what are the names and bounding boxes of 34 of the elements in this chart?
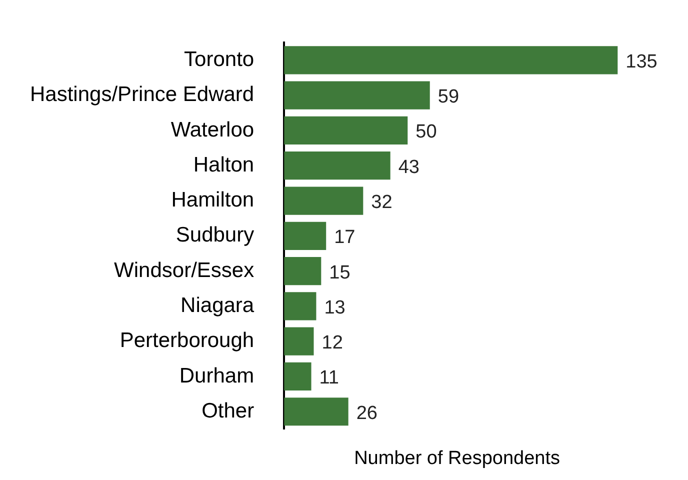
y-tick-label: Niagara bbox=[180, 294, 254, 317]
data-label: 15 bbox=[329, 262, 350, 284]
bar bbox=[284, 292, 316, 320]
y-tick-label: Hastings/Prince Edward bbox=[30, 83, 254, 106]
data-label: 11 bbox=[319, 368, 340, 389]
data-label: 26 bbox=[356, 402, 378, 424]
data-label: 135 bbox=[626, 51, 658, 72]
bar bbox=[284, 327, 314, 356]
data-label: 13 bbox=[324, 297, 346, 318]
y-tick-label: Hamilton bbox=[171, 188, 254, 212]
bar bbox=[284, 46, 618, 74]
bar bbox=[284, 152, 390, 180]
data-label: 43 bbox=[398, 156, 420, 178]
bar bbox=[284, 186, 364, 215]
bar bbox=[284, 116, 408, 145]
y-tick-label: Halton bbox=[193, 153, 254, 176]
y-tick-label: Waterloo bbox=[170, 118, 254, 142]
y-tick-label: Other bbox=[202, 399, 254, 422]
bar bbox=[284, 81, 430, 110]
y-tick-label: Sudbury bbox=[176, 224, 255, 247]
y-tick-label: Windsor/Essex bbox=[114, 258, 255, 282]
data-label: 17 bbox=[334, 227, 356, 248]
bar bbox=[284, 222, 326, 250]
data-label: 50 bbox=[416, 122, 437, 143]
data-label: 32 bbox=[371, 192, 392, 213]
bar bbox=[284, 362, 312, 391]
x-axis-title: Number of Respondents bbox=[354, 448, 560, 469]
y-tick-label: Toronto bbox=[184, 48, 254, 71]
data-label: 59 bbox=[438, 86, 460, 108]
y-tick-label: Durham bbox=[179, 364, 254, 388]
bar bbox=[284, 256, 322, 286]
bar bbox=[284, 398, 348, 426]
y-tick-label: Perterborough bbox=[120, 329, 254, 352]
data-label: 12 bbox=[322, 332, 343, 354]
